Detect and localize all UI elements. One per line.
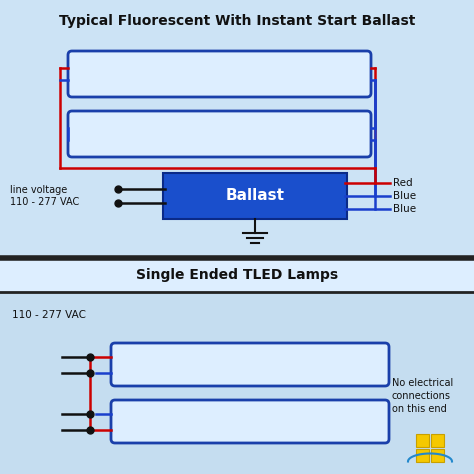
- FancyBboxPatch shape: [68, 51, 371, 97]
- Text: Single Ended TLED Lamps: Single Ended TLED Lamps: [136, 268, 338, 282]
- Text: Typical Fluorescent With Instant Start Ballast: Typical Fluorescent With Instant Start B…: [59, 14, 415, 28]
- Bar: [0, 258, 474, 292]
- FancyBboxPatch shape: [416, 434, 429, 447]
- Bar: [0, 0, 474, 258]
- Text: Ballast: Ballast: [226, 189, 284, 203]
- Text: No electrical
connections
on this end: No electrical connections on this end: [392, 378, 453, 414]
- FancyBboxPatch shape: [111, 343, 389, 386]
- FancyBboxPatch shape: [416, 449, 429, 462]
- FancyBboxPatch shape: [431, 449, 444, 462]
- FancyBboxPatch shape: [111, 400, 389, 443]
- FancyBboxPatch shape: [163, 173, 347, 219]
- Text: Blue: Blue: [393, 191, 416, 201]
- Text: Red: Red: [393, 178, 413, 188]
- FancyBboxPatch shape: [431, 434, 444, 447]
- Text: Blue: Blue: [393, 204, 416, 214]
- Text: line voltage
110 - 277 VAC: line voltage 110 - 277 VAC: [10, 185, 79, 207]
- FancyBboxPatch shape: [68, 111, 371, 157]
- Text: 110 - 277 VAC: 110 - 277 VAC: [12, 310, 86, 320]
- Bar: [0, 292, 474, 474]
